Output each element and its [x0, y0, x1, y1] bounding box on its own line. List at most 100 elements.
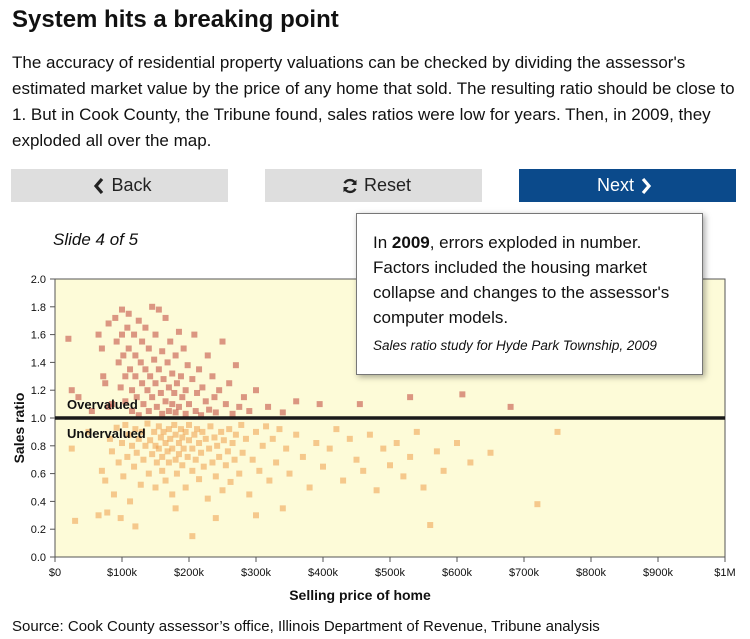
data-point-under [182, 484, 189, 491]
data-point-over [65, 335, 72, 342]
data-point-under [120, 473, 127, 480]
data-point-under [387, 462, 393, 469]
data-point-under [400, 473, 407, 480]
data-point-over [265, 403, 272, 410]
data-point-over [199, 384, 206, 391]
y-tick-label: 2.0 [31, 274, 46, 286]
data-point-under [189, 445, 196, 452]
data-point-under [192, 456, 199, 463]
data-point-over [169, 401, 176, 408]
x-tick-label: $200k [174, 567, 204, 579]
reset-button-label: Reset [363, 175, 412, 195]
data-point-under [299, 453, 306, 460]
data-point-under [253, 428, 259, 435]
data-point-under [98, 467, 105, 474]
data-point-under [184, 453, 191, 460]
back-button[interactable]: Back [11, 169, 228, 202]
data-point-over [191, 331, 198, 338]
data-point-over [177, 373, 184, 380]
data-point-under [167, 435, 174, 442]
data-point-under [231, 456, 238, 463]
refresh-icon [342, 178, 358, 194]
data-point-over [240, 394, 247, 401]
data-point-over [151, 356, 158, 363]
x-tick-label: $300k [241, 567, 271, 579]
data-point-over [184, 362, 191, 369]
data-point-over [131, 331, 138, 338]
data-point-over [157, 389, 164, 396]
x-tick-label: $500k [375, 567, 405, 579]
data-point-under [153, 459, 160, 466]
data-point-over [142, 324, 149, 331]
data-point-over [407, 394, 414, 401]
data-point-over [108, 401, 115, 408]
data-point-under [373, 487, 380, 494]
data-point-over [182, 387, 189, 394]
data-point-under [433, 448, 440, 455]
data-point-over [122, 398, 129, 405]
data-point-under [326, 445, 333, 452]
data-point-under [169, 445, 176, 452]
data-point-over [139, 380, 146, 387]
x-tick-label: $800k [576, 567, 606, 579]
data-point-over [113, 338, 120, 345]
data-point-under [186, 421, 192, 428]
data-point-over [155, 306, 162, 313]
data-point-under [179, 434, 186, 441]
data-point-under [206, 445, 213, 452]
data-point-under [346, 435, 353, 442]
data-point-over [129, 387, 136, 394]
data-point-under [142, 442, 149, 449]
data-point-under [380, 445, 387, 452]
data-point-under [440, 467, 447, 474]
intro-paragraph: The accuracy of residential property val… [12, 53, 735, 150]
data-point-over [232, 362, 239, 369]
data-point-over [98, 345, 105, 352]
data-point-under [226, 426, 233, 433]
data-point-over [155, 366, 162, 373]
data-point-under [238, 421, 245, 428]
data-point-under [159, 467, 166, 474]
data-point-over [102, 380, 109, 387]
data-point-over [204, 352, 211, 359]
data-point-over [122, 373, 129, 380]
y-tick-label: 1.8 [31, 302, 46, 314]
data-point-over [293, 398, 300, 405]
data-point-over [124, 324, 131, 331]
data-point-under [162, 477, 169, 484]
data-point-over [459, 391, 466, 398]
data-point-under [102, 477, 109, 484]
data-point-under [177, 426, 184, 433]
data-point-over [135, 317, 142, 324]
data-point-under [266, 477, 273, 484]
next-button[interactable]: Next [519, 169, 736, 202]
chevron-left-icon [93, 177, 105, 194]
data-point-under [279, 505, 286, 512]
data-point-under [467, 459, 474, 466]
data-point-under [211, 434, 218, 441]
data-point-over [149, 394, 156, 401]
data-point-over [165, 384, 172, 391]
y-tick-label: 0.2 [31, 524, 46, 536]
data-point-over [117, 384, 124, 391]
data-point-under [220, 437, 227, 444]
y-tick-label: 1.0 [31, 413, 46, 425]
reset-button[interactable]: Reset [265, 169, 482, 202]
data-point-over [149, 303, 156, 310]
data-point-under [196, 440, 203, 447]
data-point-over [206, 406, 213, 413]
data-point-over [246, 408, 253, 415]
data-point-under [366, 431, 373, 438]
tooltip-prefix: In [373, 233, 392, 252]
data-point-over [125, 310, 132, 317]
data-point-under [224, 448, 231, 455]
data-point-under [534, 501, 541, 508]
data-point-under [122, 421, 129, 428]
data-point-under [160, 428, 167, 435]
data-point-under [207, 423, 214, 430]
data-point-over [229, 410, 236, 417]
page-title: System hits a breaking point [12, 6, 339, 33]
data-point-over [179, 394, 186, 401]
data-point-under [149, 451, 156, 458]
data-point-under [68, 445, 75, 452]
